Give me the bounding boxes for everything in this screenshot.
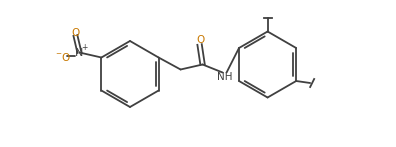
Text: +: + — [81, 43, 88, 52]
Text: $^{-}$O: $^{-}$O — [55, 51, 72, 62]
Text: O: O — [71, 27, 80, 37]
Text: O: O — [196, 35, 205, 45]
Text: N: N — [75, 47, 84, 57]
Text: NH: NH — [217, 71, 232, 81]
